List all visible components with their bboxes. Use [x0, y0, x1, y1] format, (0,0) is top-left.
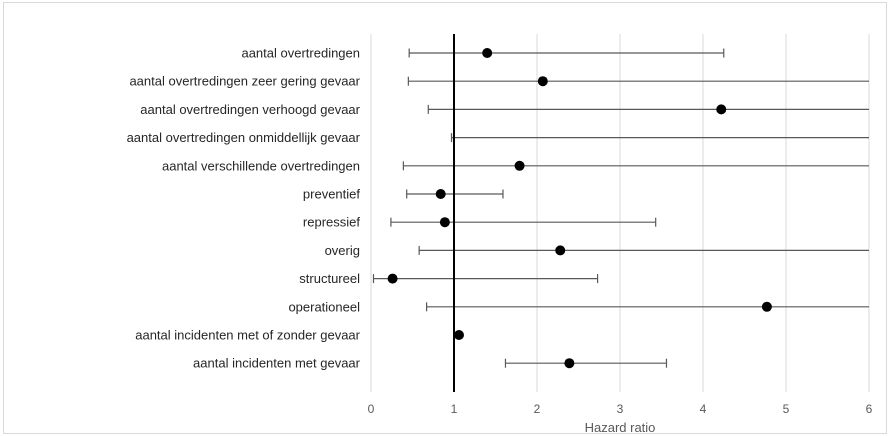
hr-marker	[761, 301, 772, 312]
category-label: aantal overtredingen zeer gering gevaar	[129, 74, 360, 89]
hr-marker	[555, 245, 566, 256]
confidence-intervals	[372, 48, 869, 368]
hr-marker	[453, 330, 464, 340]
hr-marker	[564, 358, 575, 369]
category-label: aantal incidenten met gevaar	[193, 356, 361, 371]
x-tick-5: 5	[783, 402, 790, 416]
x-tick-6: 6	[866, 402, 873, 416]
x-axis-title: Hazard ratio	[585, 420, 656, 435]
hr-marker	[716, 104, 727, 115]
x-tick-labels: 0 1 2 3 4 5 6	[368, 402, 873, 416]
category-label: aantal overtredingen	[241, 46, 360, 61]
x-tick-2: 2	[534, 402, 541, 416]
category-label: aantal verschillende overtredingen	[162, 158, 360, 173]
hr-marker	[537, 76, 548, 87]
x-tick-3: 3	[617, 402, 624, 416]
category-label: aantal overtredingen onmiddellijk gevaar	[127, 130, 361, 145]
category-label: structureel	[299, 271, 360, 286]
grid-lines	[370, 34, 870, 392]
x-tick-1: 1	[451, 402, 458, 416]
category-label: preventief	[303, 187, 360, 202]
category-label: overig	[325, 243, 360, 258]
hr-marker	[514, 160, 525, 171]
hazard-ratio-markers	[387, 48, 772, 369]
x-tick-4: 4	[700, 402, 707, 416]
hr-marker	[435, 189, 446, 199]
category-label: aantal incidenten met of zonder gevaar	[135, 328, 360, 343]
category-labels: aantal overtredingen aantal overtredingen…	[127, 46, 361, 371]
category-label: operationeel	[288, 299, 360, 314]
category-label: repressief	[303, 215, 360, 230]
hr-marker	[439, 217, 450, 228]
category-label: aantal overtredingen verhoogd gevaar	[140, 102, 360, 117]
hr-marker	[482, 48, 493, 58]
x-tick-0: 0	[368, 402, 375, 416]
hr-marker	[387, 273, 398, 284]
